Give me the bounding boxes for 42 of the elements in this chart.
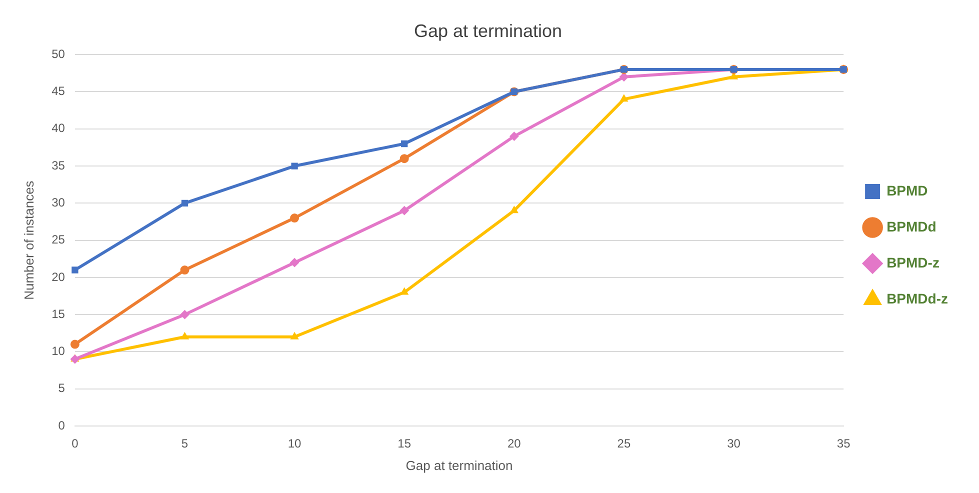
legend-label: BPMDd — [886, 218, 936, 234]
x-tick-label: 15 — [398, 436, 412, 451]
point — [620, 94, 628, 102]
y-tick-label: 25 — [52, 232, 66, 247]
point — [510, 132, 519, 141]
point — [290, 332, 299, 340]
x-tick-label: 5 — [181, 436, 188, 451]
y-tick-label: 20 — [52, 270, 66, 284]
point — [181, 200, 188, 206]
y-axis-title: Number of instances — [21, 180, 36, 300]
legend-label: BPMDd-z — [886, 290, 948, 306]
point — [72, 266, 78, 274]
x-tick-label: 10 — [288, 436, 302, 451]
point — [290, 214, 300, 223]
point — [290, 258, 300, 268]
point — [510, 206, 518, 214]
point — [401, 140, 408, 148]
legend-label: BPMD — [886, 182, 928, 198]
x-tick-label: 0 — [72, 436, 79, 451]
legend-label: BPMD-z — [886, 254, 940, 270]
x-tick-label: 35 — [836, 436, 851, 451]
x-tick-label: 30 — [727, 436, 741, 451]
y-tick-label: 50 — [52, 46, 66, 61]
point — [291, 162, 298, 170]
point — [180, 266, 190, 275]
point — [400, 154, 409, 164]
x-axis-title: Gap at termination — [406, 458, 513, 473]
y-tick-label: 40 — [52, 121, 66, 136]
point — [180, 310, 190, 320]
chart-title: Gap at termination — [414, 20, 562, 41]
x-tick-label: 20 — [507, 436, 522, 451]
y-tick-label: 15 — [52, 306, 66, 321]
point — [180, 332, 189, 340]
y-tick-label: 0 — [58, 418, 66, 432]
x-tick-label: 25 — [617, 436, 631, 451]
y-tick-label: 35 — [52, 158, 66, 172]
point — [70, 340, 80, 349]
y-tick-label: 45 — [52, 84, 66, 98]
y-tick-label: 10 — [52, 344, 66, 358]
y-tick-label: 5 — [58, 381, 66, 396]
y-tick-label: 30 — [52, 195, 66, 210]
point — [400, 206, 409, 216]
